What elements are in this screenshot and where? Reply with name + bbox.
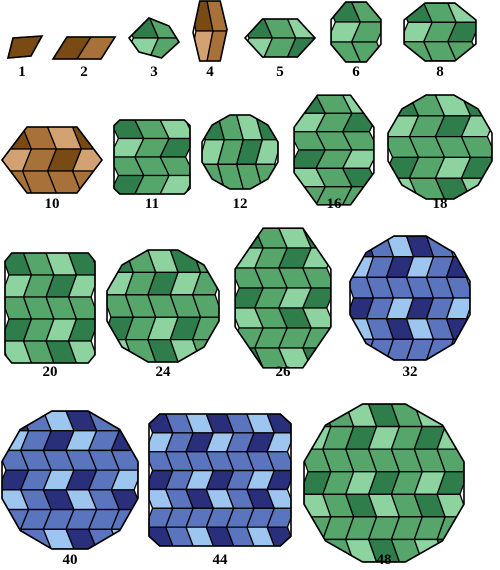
dissection-10: [0, 126, 104, 194]
panel-label-5: 5: [276, 64, 284, 80]
shapes-layer: [0, 0, 493, 563]
dissection-outline: [0, 126, 104, 194]
dissection-11: [113, 119, 191, 195]
rhomb-tile: [342, 149, 375, 169]
panel-label-40: 40: [63, 552, 78, 568]
panel-label-8: 8: [436, 64, 444, 80]
panel-label-1: 1: [18, 64, 26, 80]
dissection-outline: [293, 94, 375, 206]
dissection-outline: [192, 0, 228, 62]
dissection-2: [51, 36, 117, 60]
dissection-26: [234, 227, 332, 369]
dissection-outline: [1, 410, 139, 550]
dissection-16: [293, 94, 375, 206]
rhomb-tile: [350, 21, 382, 43]
panel-label-3: 3: [150, 64, 158, 80]
dissection-24: [106, 249, 220, 363]
panel-label-20: 20: [43, 364, 58, 380]
dissection-outline: [51, 36, 117, 60]
panel-label-4: 4: [206, 64, 214, 80]
panel-label-18: 18: [433, 196, 448, 212]
dissection-outline: [201, 114, 279, 190]
dissection-6: [330, 1, 382, 63]
dissection-outline: [113, 119, 191, 195]
panel-label-16: 16: [327, 196, 343, 212]
dissection-44: [148, 413, 292, 547]
panel-label-32: 32: [403, 364, 418, 380]
dissection-1: [6, 35, 44, 59]
labels-layer: 1 2 3 4 5 6 8 10 11 12 16 18 20 24 26 32…: [18, 64, 447, 568]
panel-label-12: 12: [233, 196, 248, 212]
panel-label-2: 2: [80, 64, 88, 80]
dissection-4: [192, 0, 228, 62]
dissection-18: [387, 94, 493, 200]
dissection-outline: [127, 17, 181, 59]
rhomb-tile: [302, 287, 332, 309]
dissection-outline: [148, 413, 292, 547]
dissection-outline: [4, 252, 96, 364]
dissection-20: [4, 252, 96, 364]
dissection-outline: [387, 94, 493, 200]
panel-label-26: 26: [276, 364, 292, 380]
dissection-outline: [349, 235, 471, 361]
dissection-3: [127, 17, 181, 59]
dissection-32: [349, 235, 471, 361]
dissection-outline: [6, 35, 44, 59]
panel-label-48: 48: [377, 552, 392, 568]
dissection-outline: [243, 18, 317, 58]
rhomb-tile: [436, 471, 465, 495]
panel-label-6: 6: [352, 64, 360, 80]
dissection-48: [303, 403, 465, 563]
panel-label-44: 44: [213, 552, 229, 568]
rhomb-tile: [110, 469, 139, 491]
rhomb-tile: [445, 297, 471, 320]
panel-label-10: 10: [45, 196, 60, 212]
rhomb-tile: [447, 21, 477, 43]
dissection-40: [1, 410, 139, 550]
panel-label-11: 11: [145, 196, 159, 212]
dissection-5: [243, 18, 317, 58]
dissection-outline: [403, 2, 477, 62]
dissection-8: [403, 2, 477, 62]
dissection-outline: [330, 1, 382, 63]
rhomb-tile: [342, 112, 374, 133]
dissection-outline: [234, 227, 332, 369]
dissection-outline: [303, 403, 465, 563]
dissection-12: [201, 114, 279, 190]
panel-label-24: 24: [156, 364, 172, 380]
dissection-outline: [106, 249, 220, 363]
